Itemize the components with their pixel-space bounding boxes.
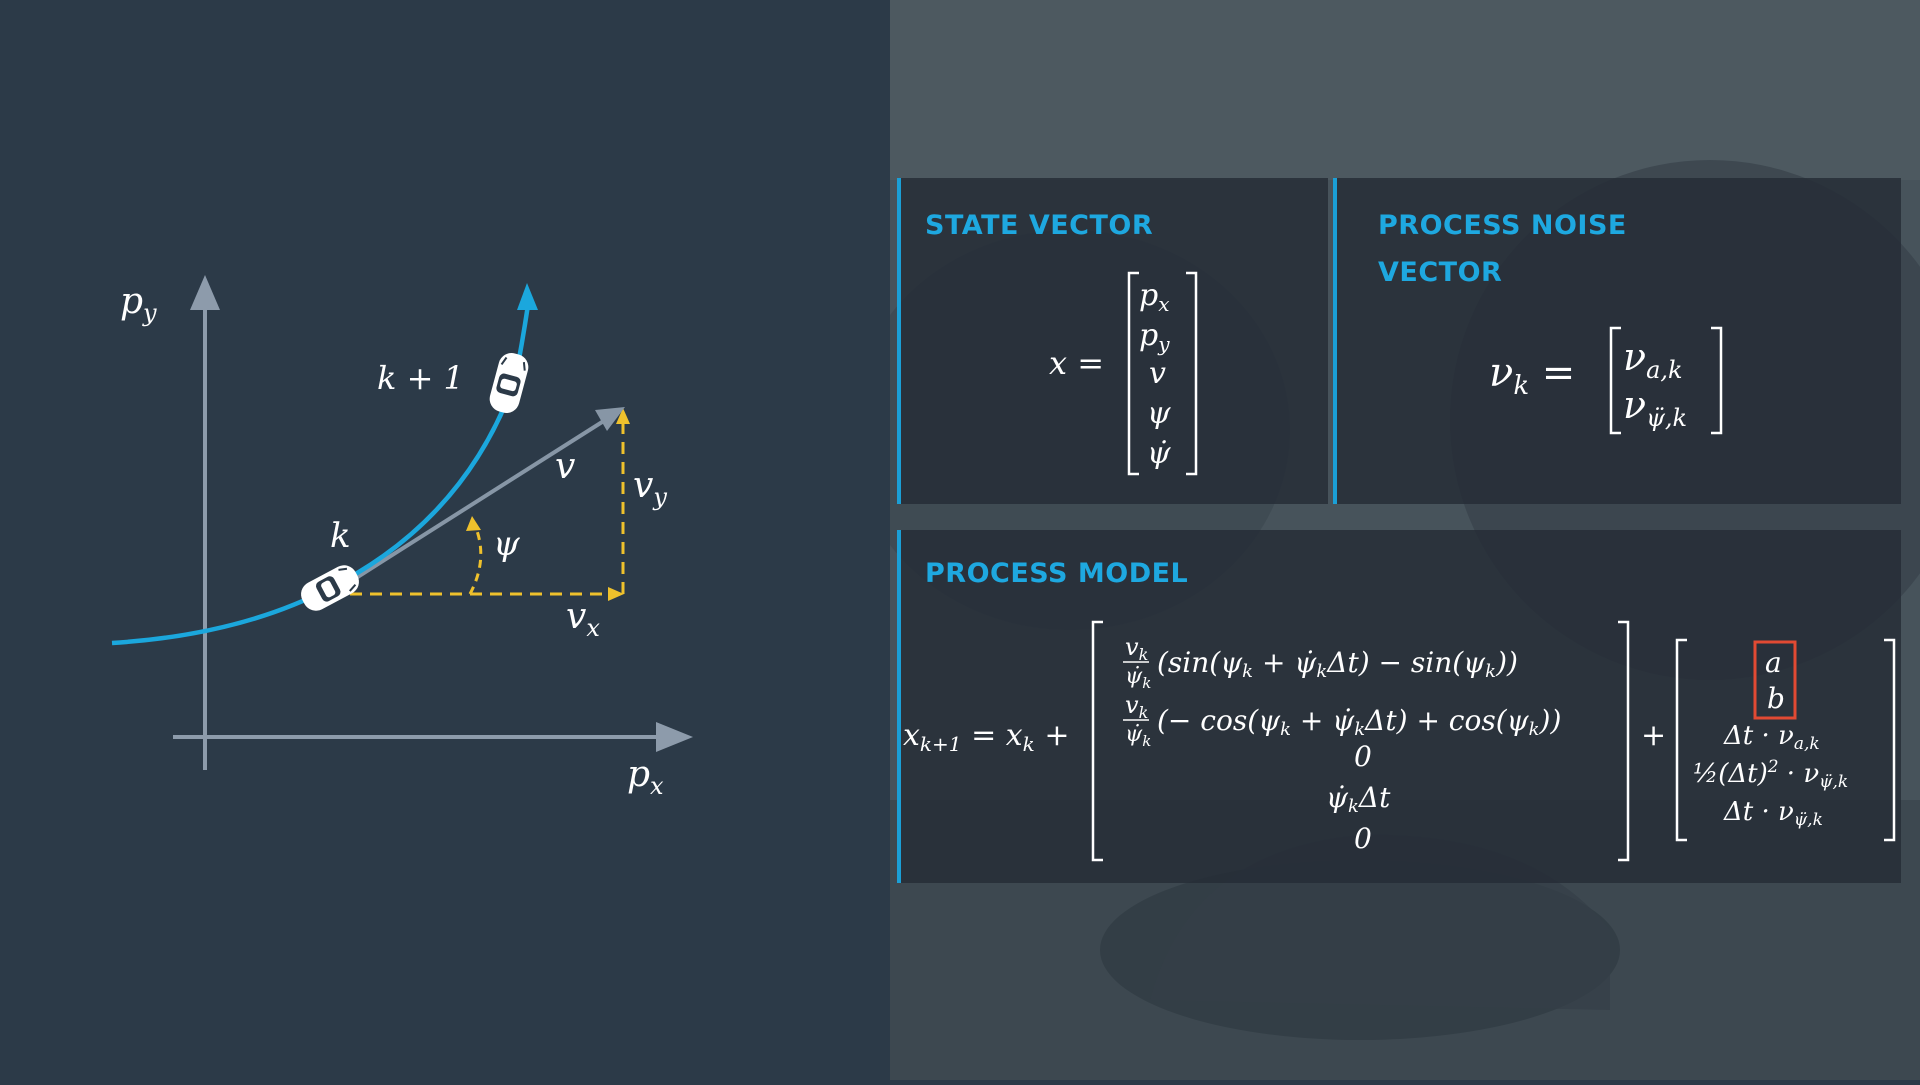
- label-k: k: [330, 516, 351, 556]
- svg-text:vk: vk: [1125, 691, 1148, 722]
- state-vector-equation: x = px py v ψ ψ̇: [1049, 271, 1198, 476]
- kinematics-diagram: py px k k + 1 v vy vx ψ: [111, 275, 693, 800]
- axis-x-label: px: [627, 754, 664, 800]
- background-photo: STATE VECTOR x = px py v ψ ψ̇ PROCESS NO…: [890, 0, 1920, 1080]
- svg-text:ψ: ψ: [1147, 396, 1171, 431]
- state-vector-title: STATE VECTOR: [925, 210, 1154, 241]
- svg-text:0: 0: [1354, 822, 1372, 855]
- svg-text:vk: vk: [1125, 633, 1148, 664]
- svg-text:νψ̈,k: νψ̈,k: [1623, 383, 1687, 432]
- process-model-title: PROCESS MODEL: [925, 558, 1189, 589]
- svg-text:½(Δt)2 · νψ̈,k: ½(Δt)2 · νψ̈,k: [1693, 757, 1848, 792]
- psi-arrowhead: [466, 516, 481, 531]
- svg-text:px: px: [1139, 278, 1170, 316]
- state-vector-card: STATE VECTOR x = px py v ψ ψ̇: [897, 178, 1328, 504]
- svg-text:Δt · νψ̈,k: Δt · νψ̈,k: [1723, 797, 1823, 830]
- process-noise-card: PROCESS NOISE VECTOR νk = νa,k νψ̈,k: [1333, 178, 1901, 504]
- process-model-card: PROCESS MODEL xk+1 = xk + vk ψ̇k (sin(ψk…: [897, 530, 1901, 883]
- svg-text:x =: x =: [1049, 344, 1104, 382]
- axis-y-label: py: [120, 281, 157, 327]
- svg-text:xk+1 = xk +: xk+1 = xk +: [903, 718, 1069, 756]
- svg-text:(− cos(ψk + ψ̇kΔt) + cos(ψk)): (− cos(ψk + ψ̇kΔt) + cos(ψk)): [1157, 704, 1561, 740]
- svg-text:ψ̇k: ψ̇k: [1125, 664, 1151, 692]
- process-noise-equation: νk = νa,k νψ̈,k: [1489, 326, 1723, 435]
- label-v: v: [555, 446, 575, 487]
- psi-arc: [468, 527, 483, 595]
- svg-text:ψ̇kΔt: ψ̇kΔt: [1326, 781, 1391, 817]
- velocity-components: [350, 408, 630, 601]
- car-icon-k-plus-1: [489, 353, 529, 413]
- svg-text:v: v: [1149, 356, 1166, 391]
- svg-text:νa,k: νa,k: [1623, 335, 1683, 384]
- svg-text:b: b: [1767, 682, 1785, 715]
- x-axis-arrowhead: [656, 722, 693, 752]
- vx-arrowhead: [608, 587, 624, 601]
- svg-text:+: +: [1641, 718, 1666, 753]
- svg-text:a: a: [1765, 646, 1782, 679]
- highlight-box: [1753, 640, 1797, 720]
- label-vx: vx: [566, 596, 600, 642]
- vy-arrowhead: [616, 408, 630, 424]
- svg-text:Δt · νa,k: Δt · νa,k: [1723, 721, 1820, 754]
- y-axis-arrowhead: [190, 275, 220, 310]
- svg-text:py: py: [1139, 318, 1170, 356]
- diagram-panel: py px k k + 1 v vy vx ψ: [0, 0, 890, 1080]
- svg-text:0: 0: [1354, 740, 1372, 773]
- axes: [173, 275, 693, 770]
- process-noise-title: PROCESS NOISE VECTOR: [1378, 210, 1627, 288]
- velocity-vector: [343, 407, 625, 587]
- svg-text:ψ̇: ψ̇: [1147, 436, 1171, 471]
- process-model-equation: xk+1 = xk + vk ψ̇k (sin(ψk + ψ̇kΔt) − si…: [903, 620, 1896, 862]
- label-k-plus-1: k + 1: [377, 359, 464, 397]
- svg-text:νk =: νk =: [1489, 350, 1575, 401]
- svg-text:(sin(ψk + ψ̇kΔt) − sin(ψk)): (sin(ψk + ψ̇kΔt) − sin(ψk)): [1157, 646, 1518, 682]
- label-vy: vy: [633, 465, 667, 511]
- car-icon-k: [301, 565, 359, 611]
- svg-text:ψ̇k: ψ̇k: [1125, 722, 1151, 750]
- trajectory-arrowhead: [517, 283, 538, 310]
- label-psi: ψ: [493, 524, 520, 564]
